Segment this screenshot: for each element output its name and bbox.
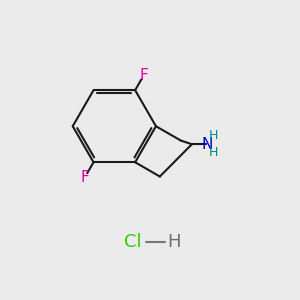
Text: F: F	[140, 68, 148, 83]
Text: Cl: Cl	[124, 233, 142, 251]
Text: H: H	[209, 146, 219, 159]
Text: H: H	[167, 233, 181, 251]
Text: F: F	[80, 170, 89, 185]
Text: N: N	[202, 137, 213, 152]
Text: H: H	[209, 129, 219, 142]
